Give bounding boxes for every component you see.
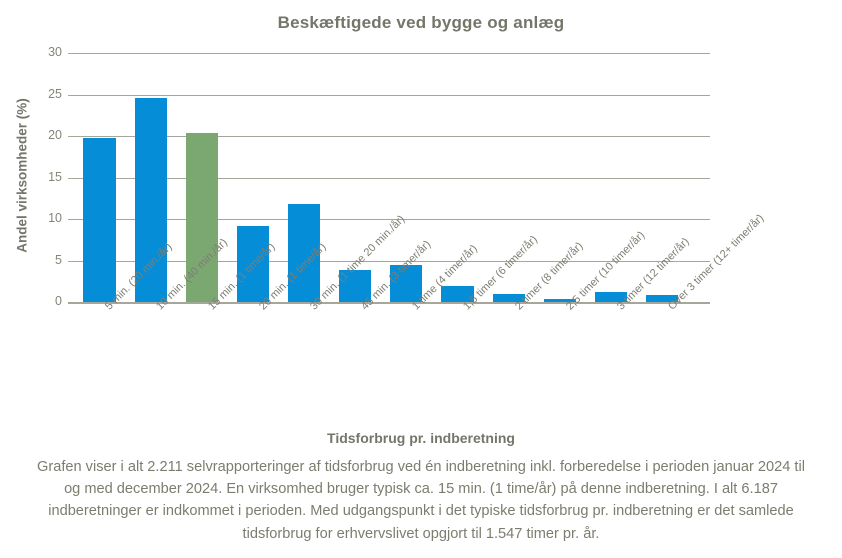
- gridline: [68, 177, 710, 179]
- x-axis-title: Tidsforbrug pr. indberetning: [327, 430, 515, 446]
- chart-title: Beskæftigede ved bygge og anlæg: [277, 13, 565, 32]
- bar: [492, 293, 525, 302]
- gridline: [68, 53, 710, 54]
- y-tick-label: 5: [55, 252, 62, 267]
- bar: [339, 269, 372, 302]
- x-axis-line: [68, 302, 710, 304]
- bar: [287, 204, 321, 302]
- y-tick-label: 15: [48, 169, 62, 184]
- bar: [185, 132, 218, 302]
- bar: [594, 292, 628, 302]
- bar: [543, 299, 576, 302]
- bar: [390, 265, 423, 302]
- y-tick-label: 20: [48, 128, 62, 142]
- y-tick-label: 0: [55, 294, 62, 308]
- gridline: [68, 260, 710, 262]
- bar: [441, 286, 474, 302]
- plot-area: [68, 53, 710, 303]
- bar: [646, 294, 679, 302]
- y-tick-label: 30: [48, 45, 62, 59]
- gridline: [68, 94, 710, 96]
- bar: [83, 137, 116, 302]
- figure-caption: Grafen viser i alt 2.211 selvrapporterin…: [37, 459, 805, 542]
- gridline: [68, 219, 710, 220]
- gridline: [68, 136, 710, 137]
- bar: [134, 97, 167, 302]
- bar: [236, 225, 270, 302]
- x-axis-tick-labels: 5 min. (20 min./år) 10 min. (40 min./år) 1…: [68, 212, 766, 424]
- y-tick-label: 25: [48, 86, 62, 101]
- y-tick-label: 10: [48, 211, 62, 225]
- y-axis-tick-labels: 0 5 10 15 20 25 30: [24, 46, 62, 307]
